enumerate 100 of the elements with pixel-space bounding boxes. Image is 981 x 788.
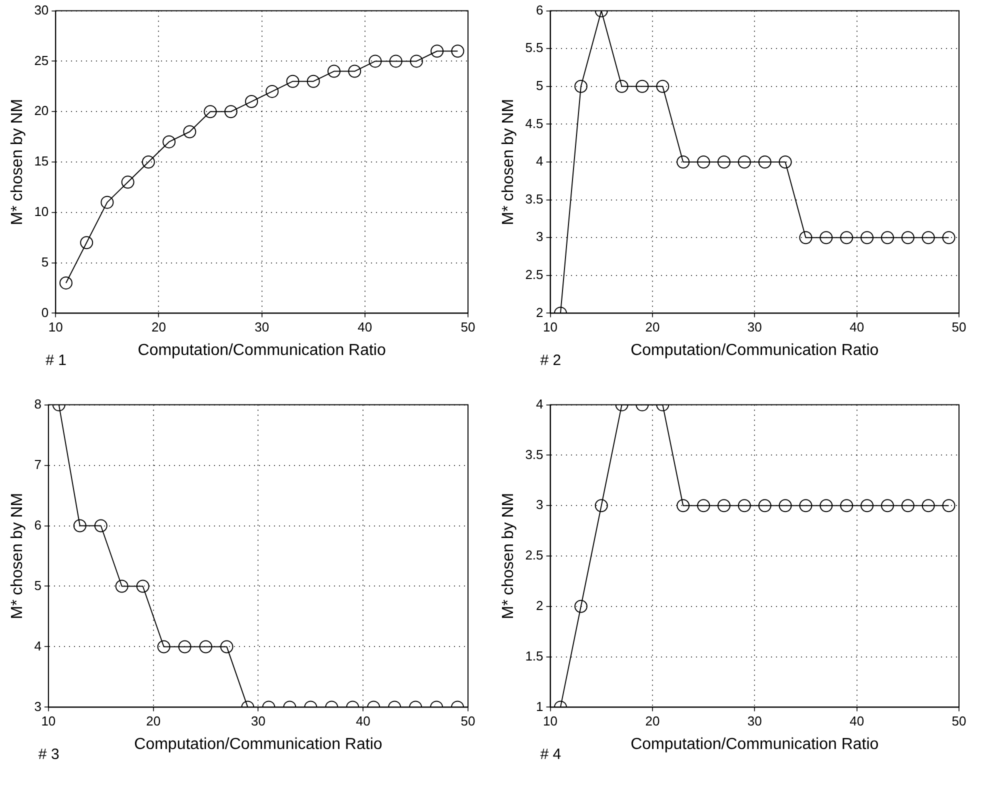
point: [348, 64, 362, 78]
y-tick-label: 3: [536, 497, 544, 512]
y-axis-title: M* chosen by NM: [9, 492, 26, 620]
point: [656, 80, 670, 93]
point: [142, 156, 155, 168]
x-axis-title: Computation/Communication Ratio: [138, 342, 386, 359]
y-tick-label: 30: [34, 2, 49, 18]
point: [162, 135, 176, 148]
point: [778, 156, 792, 168]
y-tick-label: 5: [41, 254, 49, 270]
point: [136, 580, 150, 593]
y-tick-label: 3.5: [525, 191, 544, 206]
x-tick-label: 20: [146, 714, 161, 729]
point: [286, 74, 300, 88]
point: [115, 580, 128, 593]
x-tick-label: 30: [747, 714, 762, 729]
point: [368, 54, 382, 68]
y-tick-label: 10: [34, 204, 49, 219]
y-tick-label: 0: [41, 304, 49, 320]
point: [799, 231, 812, 244]
y-tick-label: 2: [536, 304, 544, 320]
point: [676, 499, 690, 512]
point: [738, 499, 751, 512]
point: [615, 80, 628, 93]
text: # 2: [540, 352, 562, 369]
point: [942, 231, 956, 244]
point: [73, 519, 86, 532]
point: [880, 231, 894, 244]
point: [717, 156, 730, 168]
point: [697, 156, 710, 168]
x-tick-label: 40: [358, 320, 372, 335]
point: [820, 499, 833, 512]
y-tick-label: 5: [536, 78, 544, 93]
y-tick-label: 6: [34, 517, 42, 532]
x-axis-title: Computation/Communication Ratio: [134, 736, 382, 753]
y-tick-label: 15: [34, 154, 49, 169]
point: [306, 74, 320, 88]
point: [430, 44, 444, 58]
point: [840, 231, 854, 244]
point: [738, 156, 751, 168]
x-tick-label: 50: [952, 714, 966, 729]
point: [799, 499, 812, 512]
x-tick-label: 30: [747, 320, 762, 335]
point: [327, 64, 340, 78]
point: [266, 84, 279, 98]
text: # 3: [38, 746, 60, 763]
y-tick-label: 2: [536, 598, 544, 613]
point: [717, 499, 730, 512]
point: [922, 231, 935, 244]
point: [901, 231, 914, 244]
y-tick-label: 4: [536, 396, 544, 412]
y-axis-title: M* chosen by NM: [500, 98, 518, 226]
point: [922, 499, 935, 512]
point: [410, 54, 423, 68]
x-tick-label: 40: [356, 714, 370, 729]
point: [840, 499, 854, 512]
y-tick-label: 5: [34, 578, 42, 593]
point: [204, 105, 217, 118]
point: [574, 80, 588, 93]
point: [697, 499, 710, 512]
point: [94, 519, 108, 532]
y-tick-label: 20: [34, 103, 49, 118]
x-tick-label: 20: [645, 714, 660, 729]
point: [183, 125, 196, 138]
y-tick-label: 5.5: [525, 40, 544, 56]
point: [860, 231, 874, 244]
y-tick-label: 6: [536, 2, 544, 18]
x-axis-title: Computation/Communication Ratio: [630, 342, 879, 359]
point: [100, 196, 114, 209]
x-axis-title: Computation/Communication Ratio: [630, 736, 879, 753]
x-tick-label: 50: [952, 320, 966, 335]
point: [901, 499, 914, 512]
point: [636, 80, 649, 93]
point: [245, 95, 258, 108]
point: [80, 236, 94, 250]
point: [942, 499, 956, 512]
x-tick-label: 20: [645, 320, 660, 335]
point: [389, 54, 402, 68]
point: [820, 231, 833, 244]
y-tick-label: 2.5: [525, 266, 544, 282]
y-axis-title: M* chosen by NM: [500, 492, 518, 620]
y-tick-label: 3: [536, 229, 544, 244]
y-tick-label: 8: [34, 396, 42, 412]
x-tick-label: 20: [152, 320, 166, 335]
y-tick-label: 3.5: [525, 446, 544, 462]
point: [758, 156, 772, 168]
y-tick-label: 25: [34, 52, 49, 68]
point: [676, 156, 690, 168]
point: [778, 499, 792, 512]
point: [224, 105, 238, 118]
y-tick-label: 1: [536, 698, 544, 714]
y-tick-label: 4.5: [525, 116, 544, 131]
x-tick-label: 40: [850, 714, 864, 729]
x-tick-label: 30: [254, 320, 270, 335]
point: [594, 499, 608, 512]
x-tick-label: 50: [460, 714, 476, 729]
y-tick-label: 4: [34, 638, 42, 654]
y-tick-label: 4: [536, 154, 544, 169]
y-tick-label: 2.5: [525, 548, 544, 563]
point: [880, 499, 894, 512]
